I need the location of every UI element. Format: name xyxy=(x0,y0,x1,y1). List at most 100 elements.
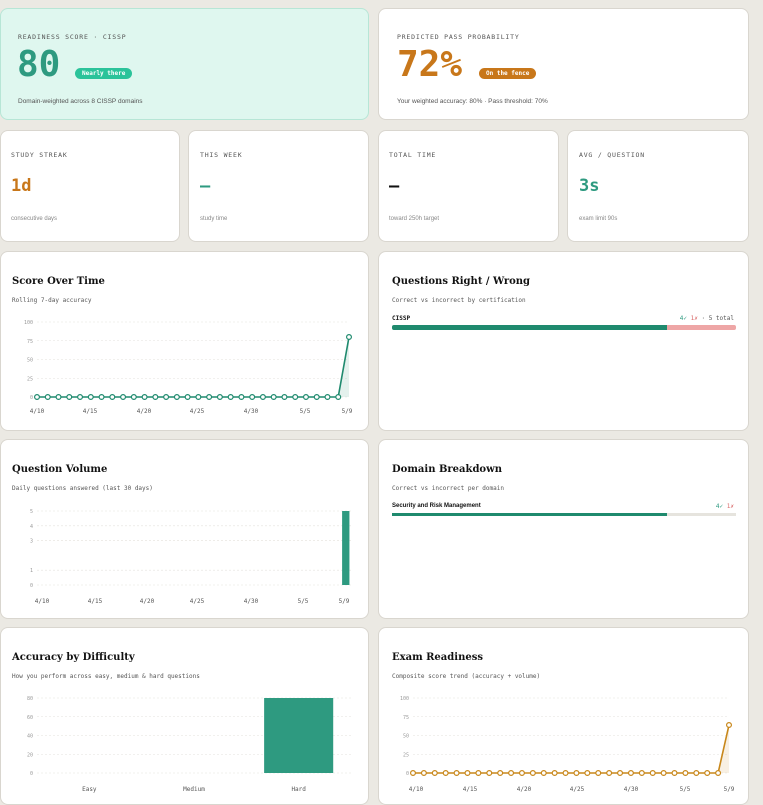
pass-card: PREDICTED PASS PROBABILITY 72% On the fe… xyxy=(378,8,749,120)
exam-title: Exam Readiness xyxy=(392,652,483,663)
volume-y-tick: 3 xyxy=(30,539,33,545)
difficulty-x-tick: Hard xyxy=(291,786,306,793)
score-over-time-point xyxy=(77,394,84,401)
score-over-time-point xyxy=(66,394,73,401)
difficulty-y-tick: 80 xyxy=(27,696,33,702)
volume-card: Question Volume Daily questions answered… xyxy=(0,439,369,619)
exam-point xyxy=(715,770,722,777)
total-kicker: TOTAL TIME xyxy=(389,151,437,159)
exam-point xyxy=(562,770,569,777)
exam-point xyxy=(486,770,493,777)
pass-value: 72% xyxy=(397,44,463,85)
exam-point xyxy=(704,770,711,777)
domain-row-label: Security and Risk Management xyxy=(392,503,481,509)
exam-x-tick: 4/20 xyxy=(517,786,532,793)
score-over-time-point xyxy=(206,394,213,401)
volume-x-tick: 4/20 xyxy=(140,598,155,605)
exam-point xyxy=(442,770,449,777)
avg-card: AVG / QUESTION 3s exam limit 90s xyxy=(567,130,749,242)
right-wrong-bar xyxy=(392,325,736,330)
week-kicker: THIS WEEK xyxy=(200,151,243,159)
difficulty-y-tick: 20 xyxy=(27,752,33,758)
score-over-time-x-tick: 4/25 xyxy=(190,408,205,415)
exam-point xyxy=(638,770,645,777)
score-over-time-y-tick: 50 xyxy=(27,358,33,364)
volume-title: Question Volume xyxy=(12,464,108,475)
score-over-time-subtitle: Rolling 7-day accuracy xyxy=(12,297,92,304)
score-over-time-title: Score Over Time xyxy=(12,276,105,287)
exam-line xyxy=(413,724,730,774)
score-over-time-x-tick: 4/15 xyxy=(83,408,98,415)
difficulty-y-tick: 40 xyxy=(27,734,33,740)
score-over-time-point xyxy=(98,394,105,401)
score-over-time-point xyxy=(163,394,170,401)
score-over-time-point xyxy=(152,394,159,401)
exam-point xyxy=(540,770,547,777)
domain-title: Domain Breakdown xyxy=(392,464,502,475)
score-over-time-line xyxy=(37,336,350,398)
score-over-time-point xyxy=(44,394,51,401)
streak-card: STUDY STREAK 1d consecutive days xyxy=(0,130,180,242)
week-value: — xyxy=(200,176,211,196)
streak-value: 1d xyxy=(11,176,32,196)
exam-point xyxy=(726,721,733,728)
volume-x-tick: 4/25 xyxy=(190,598,205,605)
score-over-time-point xyxy=(324,394,331,401)
score-over-time-point xyxy=(281,394,288,401)
domain-subtitle: Correct vs incorrect per domain xyxy=(392,485,504,492)
volume-bar xyxy=(342,511,350,585)
volume-y-tick: 5 xyxy=(30,509,33,515)
exam-y-tick: 0 xyxy=(406,771,409,777)
total-note: toward 250h target xyxy=(389,216,440,222)
score-over-time-point xyxy=(259,394,266,401)
difficulty-y-tick: 60 xyxy=(27,715,33,721)
week-note: study time xyxy=(200,216,228,222)
score-over-time-x-tick: 5/9 xyxy=(342,408,353,415)
exam-point xyxy=(518,770,525,777)
exam-point xyxy=(649,770,656,777)
score-over-time-x-tick: 4/20 xyxy=(137,408,152,415)
exam-point xyxy=(410,770,417,777)
exam-point xyxy=(606,770,613,777)
total-count: · 5 total xyxy=(701,315,734,322)
domain-card: Domain Breakdown Correct vs incorrect pe… xyxy=(378,439,749,619)
domain-right-segment xyxy=(392,513,668,516)
wrong-bar-segment xyxy=(667,325,736,330)
exam-point xyxy=(431,770,438,777)
pass-note: Your weighted accuracy: 80% · Pass thres… xyxy=(397,98,548,105)
exam-y-tick: 25 xyxy=(403,752,409,758)
score-over-time-point xyxy=(120,394,127,401)
score-over-time-point xyxy=(292,394,299,401)
pass-badge: On the fence xyxy=(479,68,537,79)
difficulty-subtitle: How you perform across easy, medium & ha… xyxy=(12,673,200,680)
right-wrong-counts: 4✓ 1✗ · 5 total xyxy=(680,315,734,322)
exam-point xyxy=(420,770,427,777)
right-bar-segment xyxy=(392,325,668,330)
exam-point xyxy=(497,770,504,777)
exam-x-tick: 4/30 xyxy=(624,786,639,793)
readiness-badge: Nearly there xyxy=(75,68,133,79)
difficulty-x-tick: Medium xyxy=(183,786,205,793)
domain-right-count: 4✓ xyxy=(715,503,724,510)
score-over-time-point xyxy=(313,394,320,401)
right-wrong-row-label: CISSP xyxy=(392,315,411,322)
score-over-time-point xyxy=(216,394,223,401)
exam-point xyxy=(453,770,460,777)
readiness-score: 80 xyxy=(17,44,61,85)
exam-point xyxy=(617,770,624,777)
right-wrong-title: Questions Right / Wrong xyxy=(392,276,531,287)
score-over-time-point xyxy=(130,394,137,401)
score-over-time-point xyxy=(141,394,148,401)
readiness-kicker: READINESS SCORE · CISSP xyxy=(18,33,127,41)
pass-kicker: PREDICTED PASS PROBABILITY xyxy=(397,33,520,41)
streak-kicker: STUDY STREAK xyxy=(11,151,68,159)
exam-point xyxy=(671,770,678,777)
score-over-time-y-tick: 0 xyxy=(30,395,33,401)
difficulty-chart: 80 60 40 20 0 Easy Medium Hard xyxy=(27,696,351,793)
domain-bar xyxy=(392,513,736,516)
difficulty-title: Accuracy by Difficulty xyxy=(12,652,135,663)
domain-counts: 4✓ 1✗ xyxy=(716,503,734,510)
exam-point xyxy=(660,770,667,777)
score-over-time-point xyxy=(109,394,116,401)
exam-point xyxy=(529,770,536,777)
